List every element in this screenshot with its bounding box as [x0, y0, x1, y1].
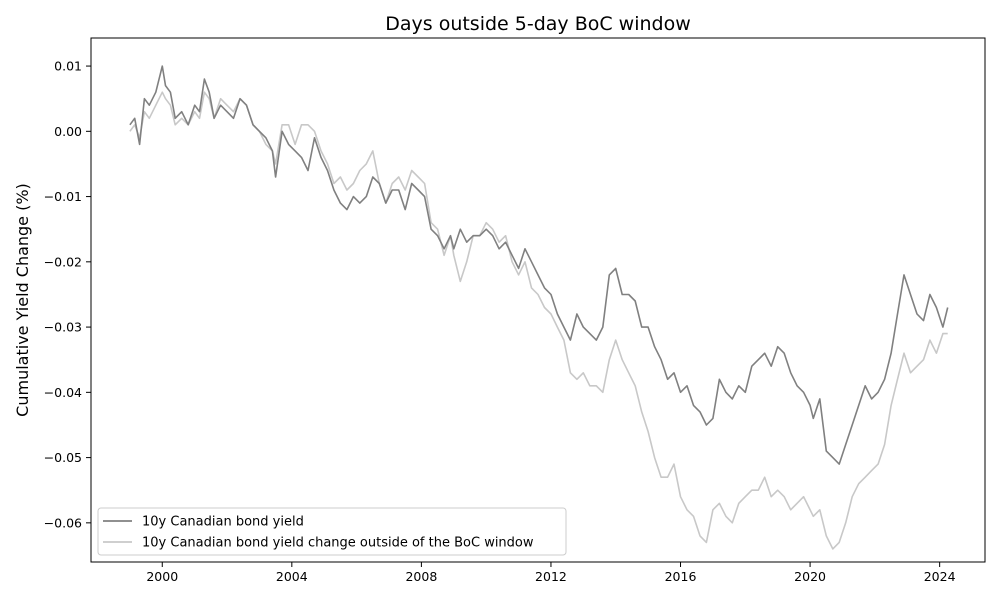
y-tick-label: −0.05	[44, 450, 82, 465]
x-tick-label: 2012	[535, 569, 567, 584]
x-tick-label: 2004	[276, 569, 308, 584]
chart-title: Days outside 5-day BoC window	[385, 13, 691, 35]
y-tick-label: −0.06	[44, 515, 82, 530]
y-tick-label: −0.04	[44, 385, 82, 400]
y-tick-label: 0.01	[54, 59, 82, 74]
x-tick-label: 2008	[405, 569, 437, 584]
x-tick-label: 2000	[146, 569, 178, 584]
legend-label-2: 10y Canadian bond yield change outside o…	[142, 536, 534, 551]
legend-box	[97, 507, 567, 556]
plot-frame	[90, 37, 986, 563]
x-tick-label: 2016	[665, 569, 697, 584]
y-axis-label: Cumulative Yield Change (%)	[13, 183, 32, 417]
series-line-1	[129, 65, 949, 465]
y-tick-label: −0.02	[44, 254, 82, 269]
x-tick-label: 2020	[794, 569, 826, 584]
legend: 10y Canadian bond yield 10y Canadian bond…	[97, 507, 567, 556]
series-layer	[129, 65, 949, 550]
legend-label-1: 10y Canadian bond yield	[142, 515, 304, 530]
x-axis: 2000 2004 2008 2012 2016 2020 2024	[146, 562, 956, 584]
y-tick-label: 0.00	[54, 124, 82, 139]
y-tick-label: −0.01	[44, 189, 82, 204]
y-tick-label: −0.03	[44, 320, 82, 335]
x-tick-label: 2024	[924, 569, 956, 584]
y-axis: 0.01 0.00 −0.01 −0.02 −0.03 −0.04 −0.05 −0.06	[44, 59, 91, 530]
series-line-2	[129, 91, 948, 550]
